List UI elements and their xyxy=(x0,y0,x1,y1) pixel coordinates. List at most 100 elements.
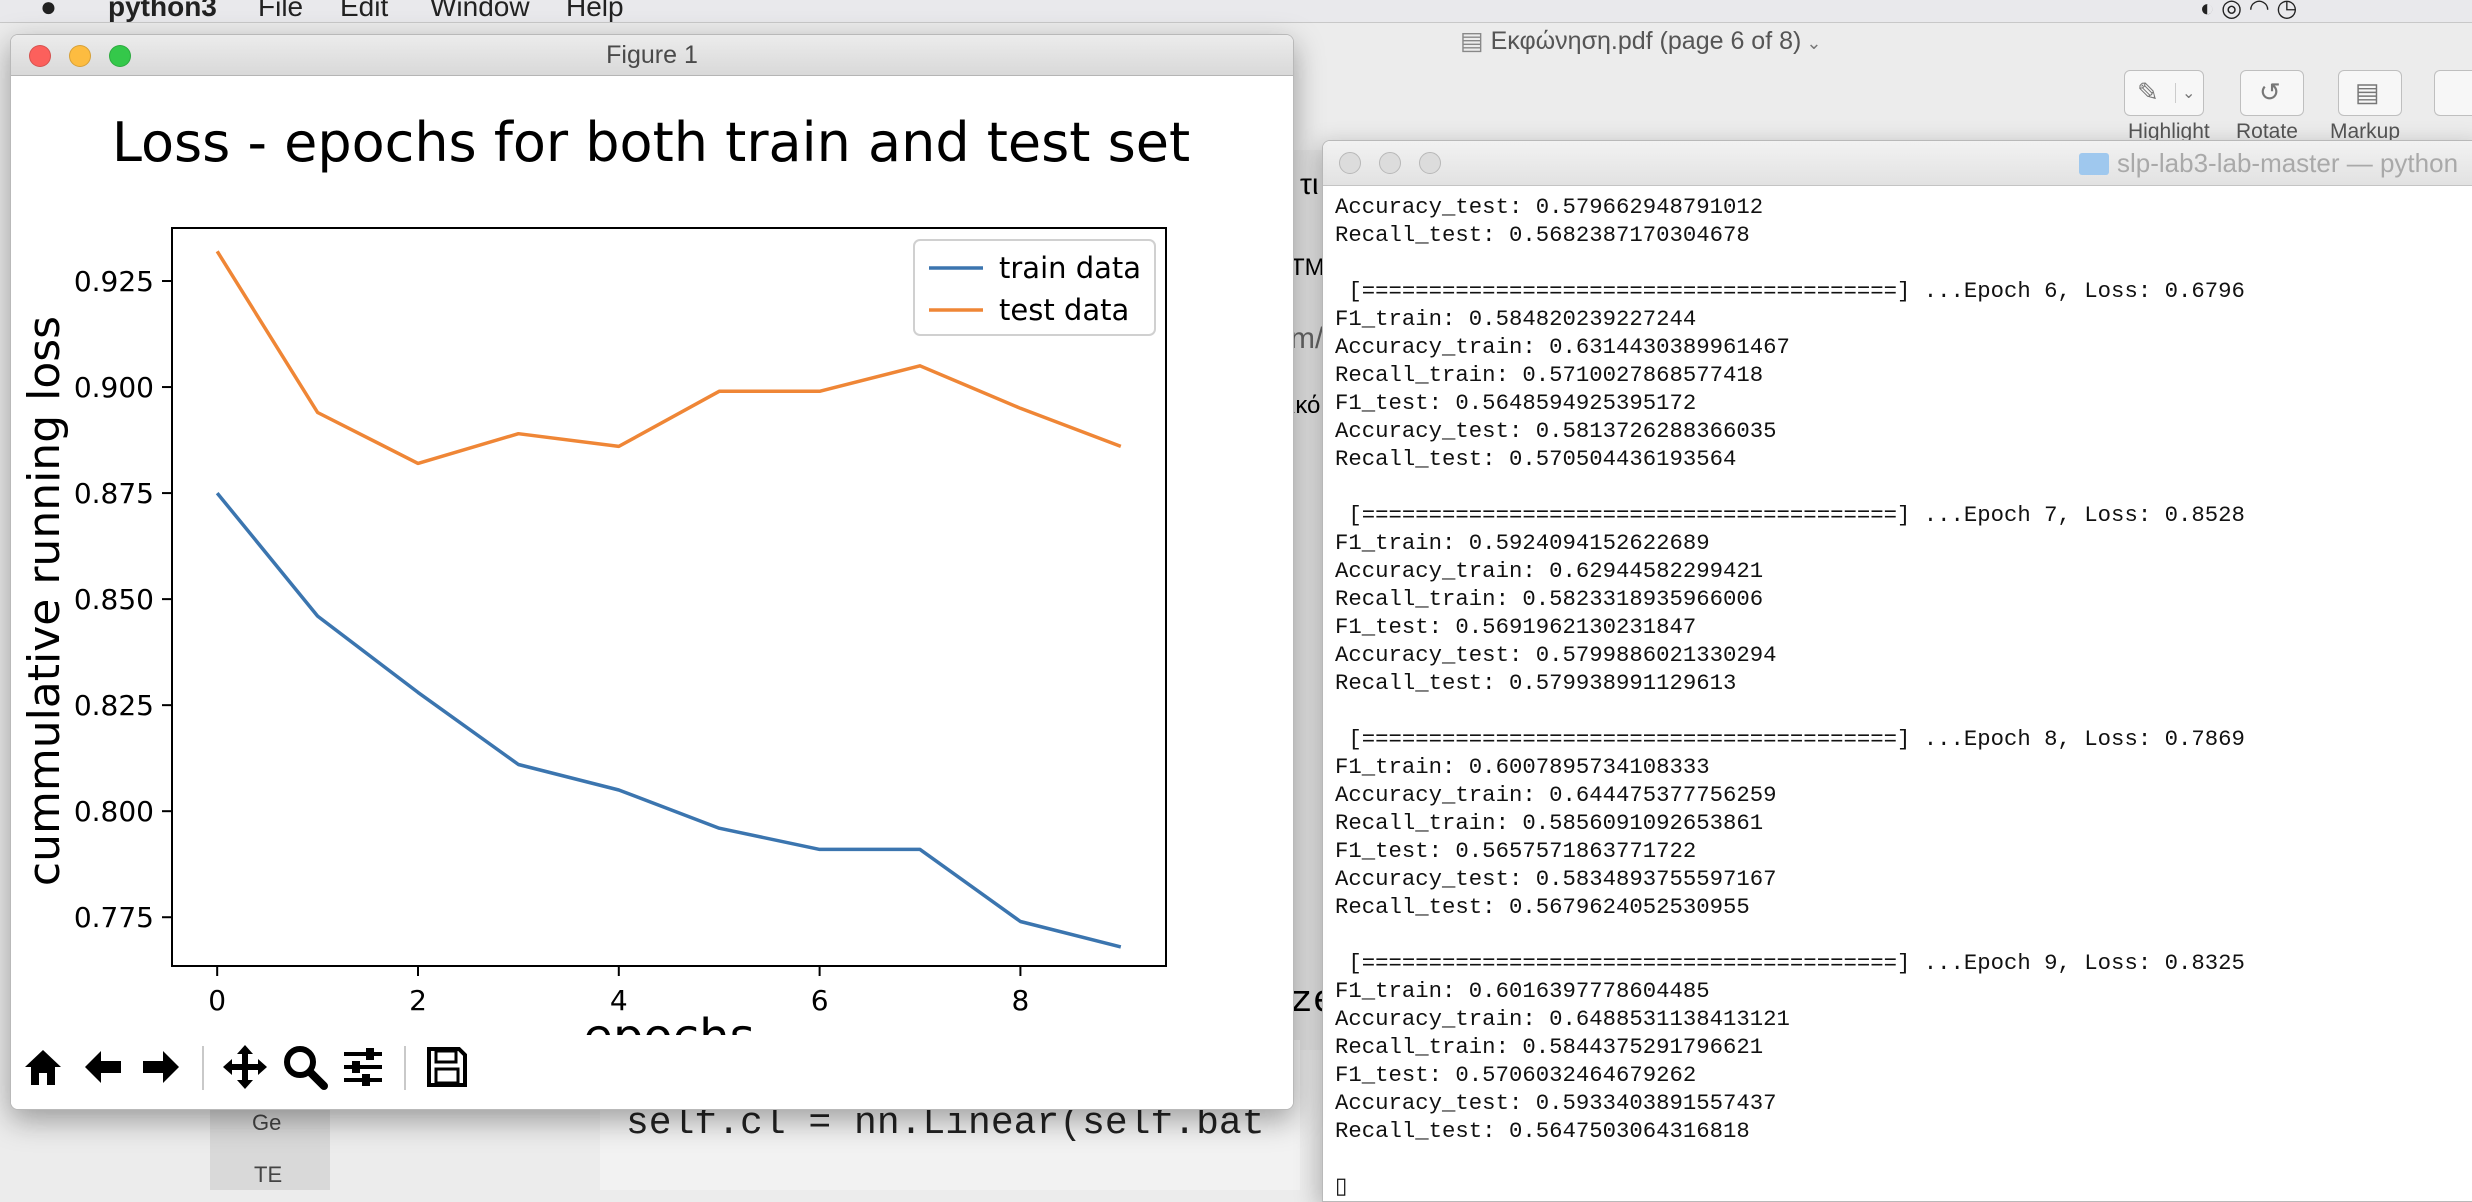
terminal-line: Recall_test: 0.579938991129613 xyxy=(1335,670,1737,696)
pdf-window-title: ▤ Εκφώνηση.pdf (page 6 of 8) ⌄ xyxy=(1460,27,1822,55)
terminal-line: Accuracy_test: 0.5799886021330294 xyxy=(1335,642,1777,668)
close-button[interactable] xyxy=(29,45,51,67)
epoch-progress-line: [=======================================… xyxy=(1335,278,2245,304)
y-axis-label: cummulative running loss xyxy=(19,316,70,886)
terminal-line: Accuracy_train: 0.644475377756259 xyxy=(1335,782,1777,808)
save-button[interactable] xyxy=(420,1040,474,1094)
markup-button[interactable]: ▤ xyxy=(2338,70,2402,116)
home-icon xyxy=(25,1050,61,1085)
terminal-line: Accuracy_train: 0.6314430389961467 xyxy=(1335,334,1790,360)
y-tick-label: 0.925 xyxy=(74,265,154,298)
legend-label-test: test data xyxy=(999,293,1129,327)
x-axis-label: epochs xyxy=(583,1009,754,1035)
bg-text-fragment: TE xyxy=(254,1162,283,1187)
terminal-line: Recall_train: 0.5710027868577418 xyxy=(1335,362,1764,388)
y-tick-label: 0.875 xyxy=(74,477,154,510)
terminal-line xyxy=(1335,473,2245,501)
rotate-label: Rotate xyxy=(2236,120,2298,143)
terminal-line: Accuracy_test: 0.5813726288366035 xyxy=(1335,418,1777,444)
markup-label: Markup xyxy=(2330,120,2401,143)
configure-subplots-button[interactable] xyxy=(336,1040,390,1094)
pan-button[interactable] xyxy=(218,1040,272,1094)
home-button[interactable] xyxy=(16,1040,70,1094)
app-menu[interactable]: python3 xyxy=(108,0,217,22)
terminal-line: Recall_train: 0.5823318935966006 xyxy=(1335,586,1764,612)
configure-subplots-icon xyxy=(344,1048,382,1086)
toolbar-divider xyxy=(202,1046,204,1090)
bg-text-fragment: m/ xyxy=(1290,322,1324,355)
apple-menu-icon[interactable]: ● xyxy=(40,0,57,22)
minimize-button[interactable] xyxy=(69,45,91,67)
terminal-titlebar[interactable]: slp-lab3-lab-master — python xyxy=(1323,141,2472,186)
terminal-line: F1_train: 0.6016397778604485 xyxy=(1335,978,1710,1004)
chevron-down-icon[interactable]: ⌄ xyxy=(2175,83,2195,103)
terminal-line: Accuracy_train: 0.6488531138413121 xyxy=(1335,1006,1790,1032)
x-axis: 0 2 4 6 8 xyxy=(208,966,1029,1017)
figure-title: Figure 1 xyxy=(606,41,698,69)
terminal-line: Recall_train: 0.5844375291796621 xyxy=(1335,1034,1764,1060)
menu-file[interactable]: File xyxy=(258,0,304,22)
figure-titlebar[interactable]: Figure 1 xyxy=(11,35,1293,76)
zoom-button[interactable] xyxy=(1419,152,1441,174)
terminal-line: Accuracy_train: 0.62944582299421 xyxy=(1335,558,1764,584)
test-data-line xyxy=(215,250,1122,466)
zoom-rect-button[interactable] xyxy=(278,1040,332,1094)
save-icon xyxy=(427,1047,467,1087)
toolbar-button-partial[interactable] xyxy=(2434,70,2472,116)
terminal-line: F1_test: 0.5691962130231847 xyxy=(1335,614,1697,640)
highlight-label: Highlight xyxy=(2128,120,2210,143)
terminal-line: Recall_test: 0.5647503064316818 xyxy=(1335,1118,1750,1144)
terminal-line: F1_train: 0.6007895734108333 xyxy=(1335,754,1710,780)
figure-window[interactable]: Figure 1 Loss - epochs for both train an… xyxy=(10,34,1294,1110)
rotate-icon: ↺ xyxy=(2259,77,2281,107)
x-tick-label: 8 xyxy=(1012,984,1030,1017)
figure-toolbar xyxy=(11,1035,1293,1109)
x-tick-label: 0 xyxy=(208,984,226,1017)
terminal-line: F1_train: 0.584820239227244 xyxy=(1335,306,1697,332)
folder-icon xyxy=(2079,153,2109,175)
terminal-line: Recall_test: 0.5679624052530955 xyxy=(1335,894,1750,920)
back-button[interactable] xyxy=(76,1040,130,1094)
chart-title: Loss - epochs for both train and test se… xyxy=(112,111,1190,174)
terminal-line: Recall_train: 0.5856091092653861 xyxy=(1335,810,1764,836)
terminal-line: F1_test: 0.5657571863771722 xyxy=(1335,838,1697,864)
pan-icon xyxy=(223,1045,267,1089)
highlight-button[interactable]: ✎ ⌄ xyxy=(2124,70,2204,116)
epoch-progress-line: [=======================================… xyxy=(1335,950,2245,976)
menu-help[interactable]: Help xyxy=(566,0,624,22)
plot-area xyxy=(171,227,1167,967)
legend-label-train: train data xyxy=(999,251,1141,285)
back-arrow-icon xyxy=(85,1051,121,1083)
y-tick-label: 0.900 xyxy=(74,371,154,404)
menu-edit[interactable]: Edit xyxy=(340,0,389,22)
x-tick-label: 2 xyxy=(409,984,427,1017)
pdf-file-icon: ▤ xyxy=(1460,27,1491,55)
terminal-window[interactable]: slp-lab3-lab-master — python Accuracy_te… xyxy=(1322,140,2472,1202)
y-axis: 0.775 0.800 0.825 0.850 0.875 0.900 0.925 xyxy=(74,265,172,934)
bg-text-fragment: TM xyxy=(1290,254,1325,281)
rotate-button[interactable]: ↺ xyxy=(2240,70,2304,116)
zoom-button[interactable] xyxy=(109,45,131,67)
bg-text-fragment: τι xyxy=(1300,168,1319,201)
chevron-down-icon[interactable]: ⌄ xyxy=(1801,33,1822,53)
menu-window[interactable]: Window xyxy=(430,0,530,22)
status-icons[interactable]: ◐ ◎ ◠ ◷ xyxy=(2200,0,2298,22)
terminal-line xyxy=(1335,697,2245,725)
terminal-title: slp-lab3-lab-master — python xyxy=(2079,148,2458,179)
terminal-line xyxy=(1335,1145,2245,1173)
forward-button[interactable] xyxy=(134,1040,188,1094)
terminal-line xyxy=(1335,249,2245,277)
terminal-line: Accuracy_test: 0.5834893755597167 xyxy=(1335,866,1777,892)
terminal-line: Recall_test: 0.570504436193564 xyxy=(1335,446,1737,472)
epoch-progress-line: [=======================================… xyxy=(1335,502,2245,528)
y-tick-label: 0.775 xyxy=(74,901,154,934)
bg-text-fragment: Ge xyxy=(252,1110,282,1135)
y-tick-label: 0.850 xyxy=(74,583,154,616)
x-tick-label: 4 xyxy=(610,984,628,1017)
close-button[interactable] xyxy=(1339,152,1361,174)
terminal-line: F1_train: 0.5924094152622689 xyxy=(1335,530,1710,556)
train-data-line xyxy=(215,491,1122,949)
toolbar-divider xyxy=(404,1046,406,1090)
terminal-output[interactable]: Accuracy_test: 0.579662948791012 Recall_t… xyxy=(1335,193,2245,1201)
minimize-button[interactable] xyxy=(1379,152,1401,174)
